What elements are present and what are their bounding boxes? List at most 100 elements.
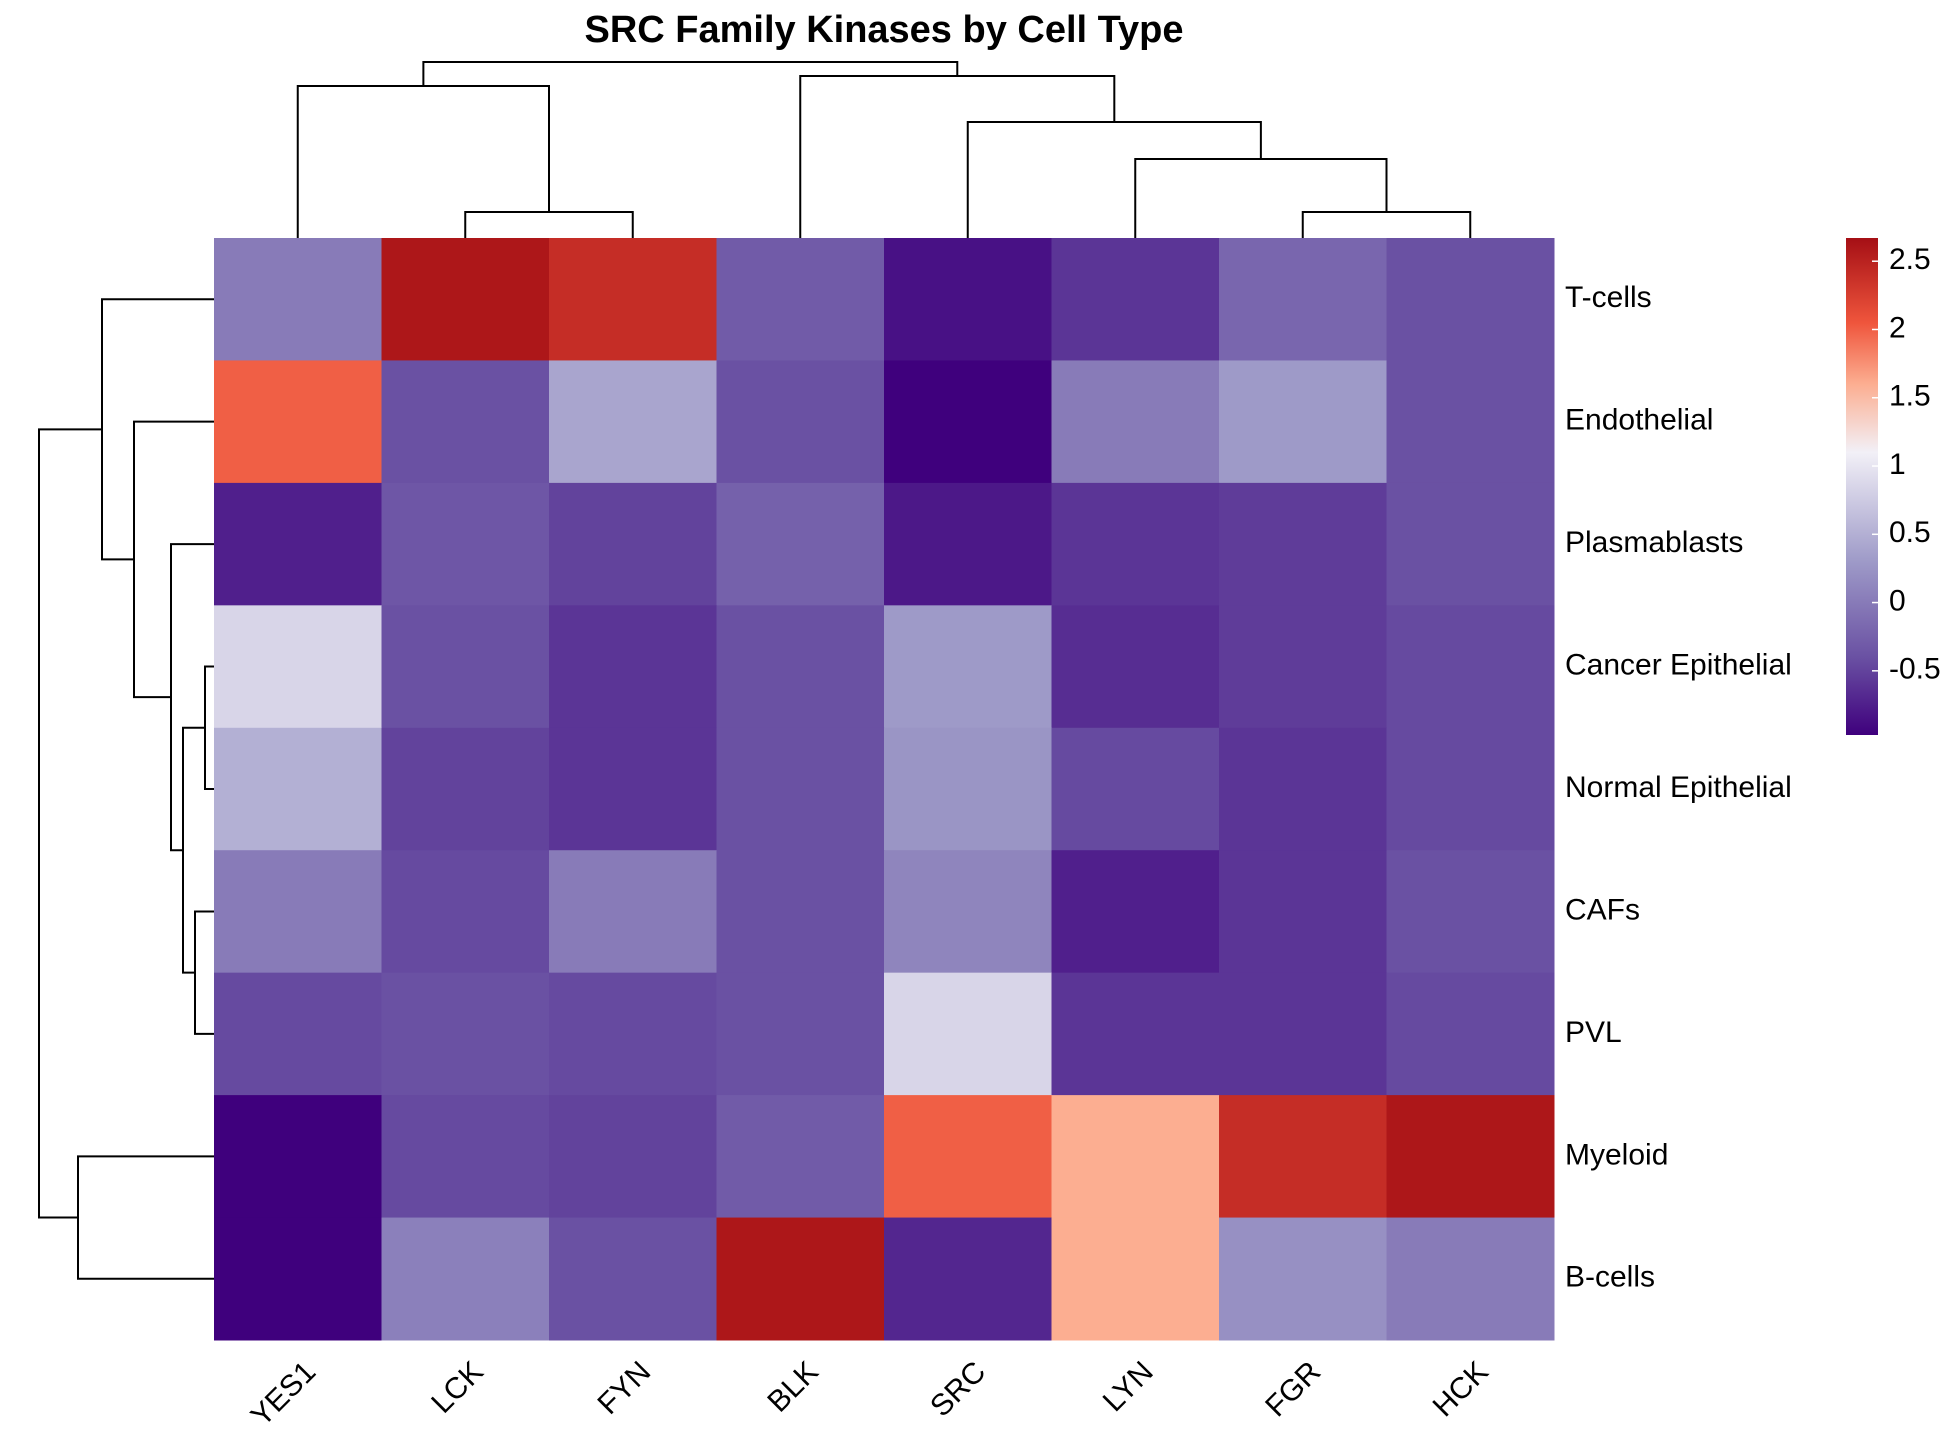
heat-cell bbox=[549, 972, 717, 1096]
heat-cell bbox=[716, 727, 885, 851]
heat-cell bbox=[1219, 605, 1387, 729]
column-label: FYN bbox=[592, 1355, 658, 1421]
heat-cell bbox=[1386, 482, 1555, 606]
column-label: LYN bbox=[1097, 1355, 1160, 1418]
row-label: CAFs bbox=[1565, 893, 1640, 926]
heat-cell bbox=[716, 482, 885, 606]
heat-cell bbox=[381, 727, 550, 851]
heat-cell bbox=[1386, 360, 1555, 484]
row-label: B-cells bbox=[1565, 1261, 1655, 1294]
heat-cell bbox=[549, 1217, 717, 1341]
colorbar bbox=[1846, 238, 1878, 735]
colorbar-tick-label: -0.5 bbox=[1889, 653, 1941, 686]
heat-cell bbox=[716, 850, 885, 974]
heat-cell bbox=[884, 482, 1052, 606]
heat-cell bbox=[884, 727, 1052, 851]
chart-title: SRC Family Kinases by Cell Type bbox=[584, 9, 1183, 51]
colorbar-tick-label: 2 bbox=[1889, 311, 1906, 344]
heat-cell bbox=[1219, 360, 1387, 484]
heat-cell bbox=[1219, 727, 1387, 851]
heat-cell bbox=[1051, 1217, 1220, 1341]
heat-cell bbox=[549, 482, 717, 606]
heat-cell bbox=[214, 1095, 382, 1219]
heat-cell bbox=[716, 1217, 885, 1341]
heat-cell bbox=[1051, 972, 1220, 1096]
heat-cell bbox=[716, 605, 885, 729]
heat-cell bbox=[214, 605, 382, 729]
heat-cell bbox=[549, 727, 717, 851]
row-label: Myeloid bbox=[1565, 1138, 1668, 1171]
colorbar-tick-label: 0.5 bbox=[1889, 516, 1931, 549]
heat-cell bbox=[1219, 1095, 1387, 1219]
heat-cell bbox=[381, 1217, 550, 1341]
colorbar-tick-label: 1 bbox=[1889, 448, 1906, 481]
heat-cell bbox=[1219, 850, 1387, 974]
heat-cell bbox=[381, 605, 550, 729]
row-label: PVL bbox=[1565, 1016, 1622, 1049]
heat-cell bbox=[214, 360, 382, 484]
colorbar-tick-label: 2.5 bbox=[1889, 243, 1931, 276]
heat-cell bbox=[1219, 482, 1387, 606]
heat-cell bbox=[1386, 972, 1555, 1096]
colorbar-tick-label: 0 bbox=[1889, 584, 1906, 617]
heat-cell bbox=[1051, 850, 1220, 974]
heat-cell bbox=[1051, 605, 1220, 729]
heat-cell bbox=[214, 238, 382, 361]
row-label: T-cells bbox=[1565, 281, 1652, 314]
heat-cell bbox=[1219, 1217, 1387, 1341]
heat-cell bbox=[381, 238, 550, 361]
heat-cell bbox=[1219, 238, 1387, 361]
column-label: BLK bbox=[761, 1355, 824, 1418]
heat-cell bbox=[716, 238, 885, 361]
heat-cell bbox=[381, 972, 550, 1096]
heat-cell bbox=[1051, 238, 1220, 361]
heat-cell bbox=[1219, 972, 1387, 1096]
heat-cell bbox=[214, 482, 382, 606]
heat-cell bbox=[1386, 238, 1555, 361]
heat-cell bbox=[381, 850, 550, 974]
heat-cell bbox=[549, 360, 717, 484]
row-label: Endothelial bbox=[1565, 404, 1713, 437]
heat-cell bbox=[884, 605, 1052, 729]
heat-cell bbox=[884, 238, 1052, 361]
heat-cell bbox=[381, 360, 550, 484]
column-label: SRC bbox=[924, 1355, 992, 1423]
heat-cell bbox=[1051, 482, 1220, 606]
row-label: Normal Epithelial bbox=[1565, 771, 1792, 804]
dendrogram bbox=[38, 61, 1472, 1280]
heat-cell bbox=[884, 972, 1052, 1096]
heat-cell bbox=[884, 850, 1052, 974]
heat-cell bbox=[214, 1217, 382, 1341]
heat-cell bbox=[716, 1095, 885, 1219]
heat-cell bbox=[1386, 1095, 1555, 1219]
heat-cell bbox=[1386, 605, 1555, 729]
heat-cell bbox=[214, 972, 382, 1096]
heat-cell bbox=[1386, 850, 1555, 974]
heat-cell bbox=[716, 972, 885, 1096]
heat-cell bbox=[214, 850, 382, 974]
heat-cell bbox=[549, 850, 717, 974]
heat-cell bbox=[884, 1217, 1052, 1341]
heat-cell bbox=[549, 605, 717, 729]
row-label: Plasmablasts bbox=[1565, 526, 1743, 559]
heat-cell bbox=[549, 1095, 717, 1219]
heat-cell bbox=[1051, 1095, 1220, 1219]
row-label: Cancer Epithelial bbox=[1565, 648, 1792, 681]
heat-cell bbox=[1051, 727, 1220, 851]
heat-cell bbox=[1051, 360, 1220, 484]
colorbar-tick-label: 1.5 bbox=[1889, 380, 1931, 413]
heat-cell bbox=[381, 1095, 550, 1219]
column-label: YES1 bbox=[245, 1355, 323, 1431]
column-label: FGR bbox=[1259, 1355, 1327, 1423]
heat-cell bbox=[884, 360, 1052, 484]
heat-cell bbox=[884, 1095, 1052, 1219]
heat-cell bbox=[214, 727, 382, 851]
column-label: LCK bbox=[425, 1355, 490, 1420]
column-label: HCK bbox=[1427, 1355, 1495, 1423]
heat-cell bbox=[549, 238, 717, 361]
heat-cell bbox=[716, 360, 885, 484]
heat-cell bbox=[1386, 727, 1555, 851]
heat-cell bbox=[381, 482, 550, 606]
heat-cell bbox=[1386, 1217, 1555, 1341]
